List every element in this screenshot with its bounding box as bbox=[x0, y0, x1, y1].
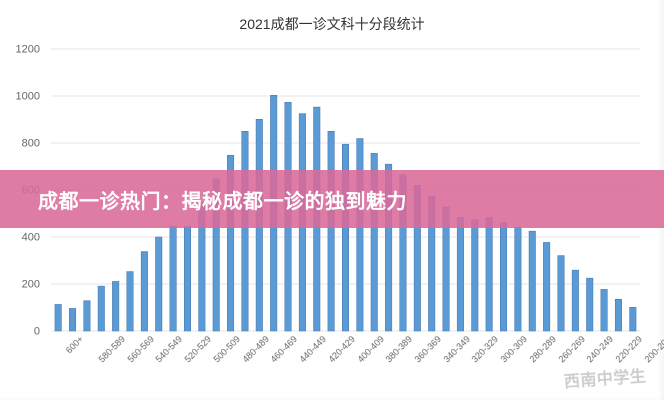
svg-text:400: 400 bbox=[22, 232, 40, 244]
svg-text:1200: 1200 bbox=[16, 44, 40, 56]
svg-text:0: 0 bbox=[34, 326, 40, 338]
svg-text:800: 800 bbox=[22, 138, 40, 150]
svg-text:200: 200 bbox=[22, 279, 40, 291]
svg-text:1000: 1000 bbox=[16, 91, 40, 103]
